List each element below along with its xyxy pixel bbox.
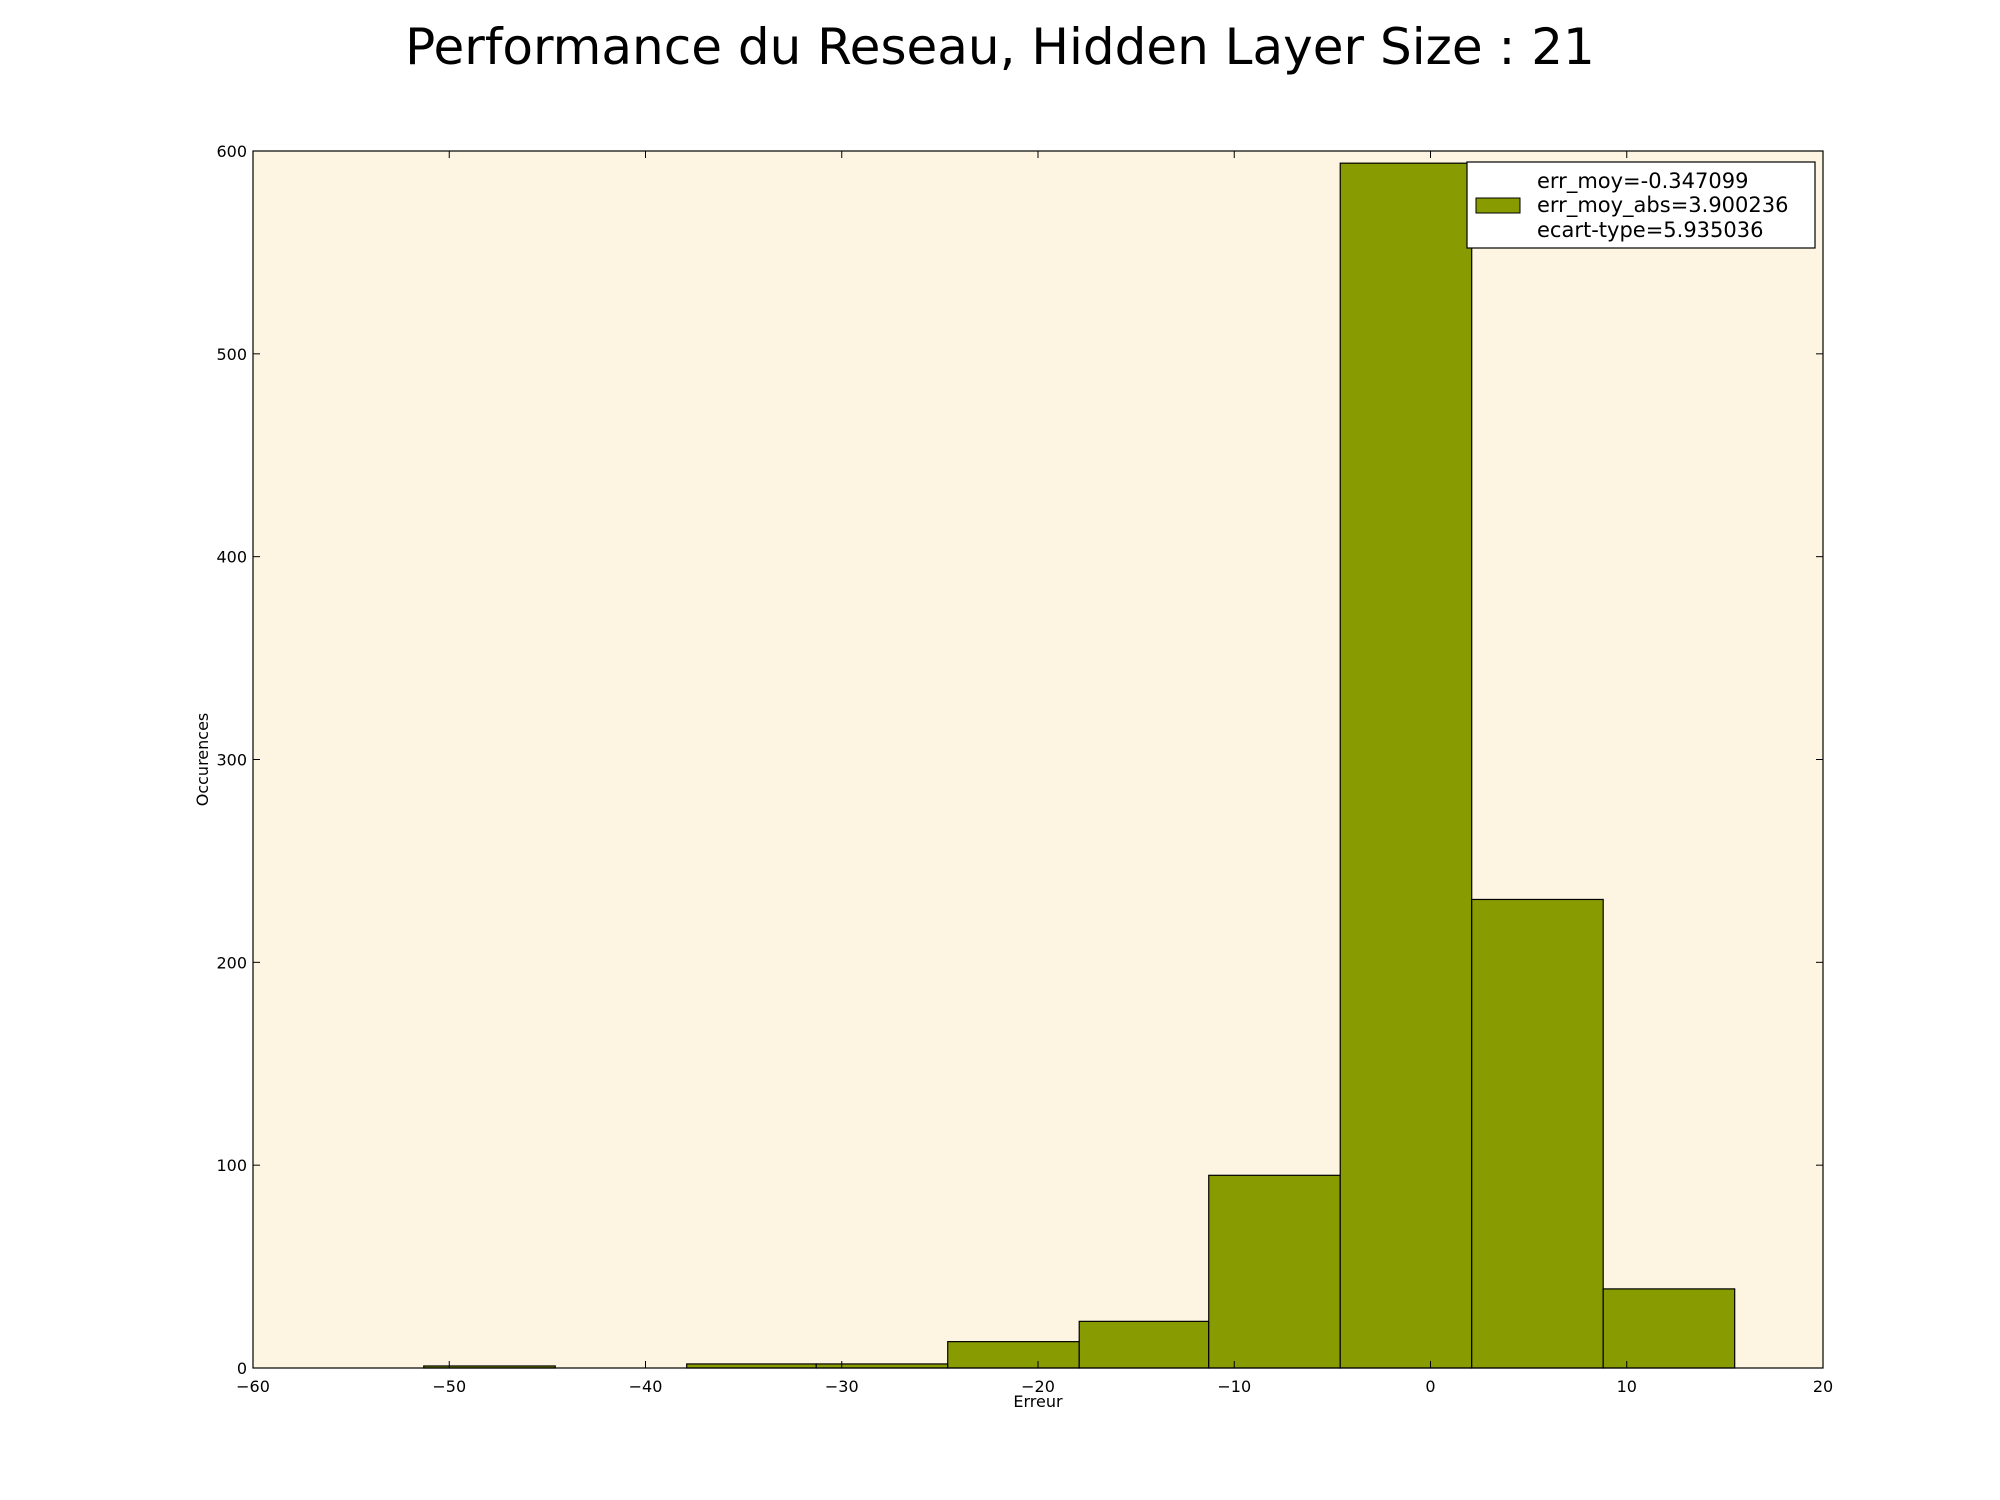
legend-err-moy-abs: err_moy_abs=3.900236 [1537,193,1789,218]
x-tick-label: −50 [432,1377,466,1396]
chart-title: Performance du Reseau, Hidden Layer Size… [405,18,1595,76]
histogram-bar-9 [1602,1288,1736,1369]
legend: err_moy=-0.347099 err_moy_abs=3.900236 e… [1466,161,1816,249]
x-tick-label: −60 [236,1377,270,1396]
x-axis-label: Erreur [1013,1392,1063,1411]
y-tick-label: 600 [216,142,247,161]
legend-ecart-type: ecart-type=5.935036 [1537,218,1764,242]
histogram-bar-2 [686,1363,817,1369]
y-tick-label: 100 [216,1156,247,1175]
histogram-bar-5 [1078,1320,1210,1369]
plot-frame [252,150,1824,1369]
x-tick-label: 10 [1617,1377,1637,1396]
histogram-bar-3 [815,1363,949,1369]
legend-err-moy: err_moy=-0.347099 [1537,169,1748,194]
x-tick-label: −20 [1021,1377,1055,1396]
y-tick-label: 500 [216,345,247,364]
x-tick-label: 20 [1813,1377,1833,1396]
histogram-bar-4 [947,1341,1080,1369]
y-axis-label: Occurences [193,713,212,807]
legend-box [1466,161,1816,249]
y-tick-label: 200 [216,953,247,972]
histogram-bar-6 [1208,1174,1341,1369]
y-tick-label: 0 [237,1359,247,1378]
x-tick-label: −30 [825,1377,859,1396]
y-tick-label: 300 [216,751,247,770]
x-tick-label: −10 [1217,1377,1251,1396]
histogram-bar-7 [1339,162,1473,1369]
histogram-bar-8 [1471,898,1604,1369]
histogram-bars [423,162,1736,1369]
x-tick-label: −40 [629,1377,663,1396]
legend-swatch [1475,197,1521,214]
y-tick-label: 400 [216,548,247,567]
x-tick-label: 0 [1425,1377,1435,1396]
axis-ticks: −60 −50 −40 −30 −20 −10 0 10 2001002003004005006… [216,142,1833,1396]
